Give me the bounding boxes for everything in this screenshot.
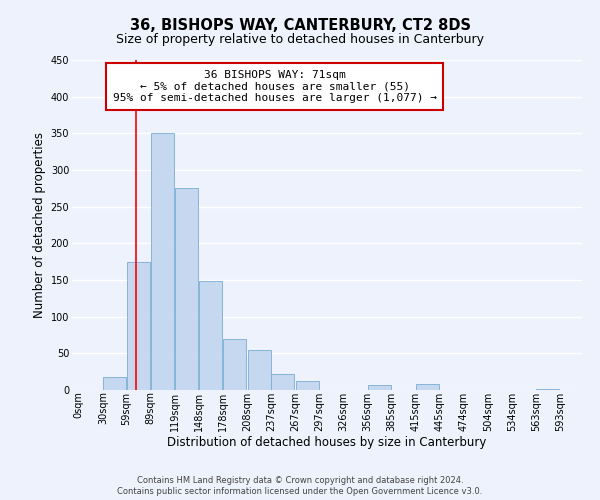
Text: Contains public sector information licensed under the Open Government Licence v3: Contains public sector information licen… xyxy=(118,487,482,496)
Text: 36, BISHOPS WAY, CANTERBURY, CT2 8DS: 36, BISHOPS WAY, CANTERBURY, CT2 8DS xyxy=(130,18,470,32)
Bar xyxy=(223,338,246,390)
Bar xyxy=(175,188,199,390)
Bar xyxy=(536,388,559,390)
Y-axis label: Number of detached properties: Number of detached properties xyxy=(34,132,46,318)
X-axis label: Distribution of detached houses by size in Canterbury: Distribution of detached houses by size … xyxy=(167,436,487,450)
Bar xyxy=(248,350,271,390)
Bar xyxy=(127,262,149,390)
Text: 36 BISHOPS WAY: 71sqm
← 5% of detached houses are smaller (55)
95% of semi-detac: 36 BISHOPS WAY: 71sqm ← 5% of detached h… xyxy=(113,70,437,103)
Bar xyxy=(151,134,174,390)
Bar xyxy=(368,385,391,390)
Bar xyxy=(199,282,222,390)
Text: Size of property relative to detached houses in Canterbury: Size of property relative to detached ho… xyxy=(116,32,484,46)
Bar xyxy=(296,381,319,390)
Bar xyxy=(103,377,126,390)
Text: Contains HM Land Registry data © Crown copyright and database right 2024.: Contains HM Land Registry data © Crown c… xyxy=(137,476,463,485)
Bar xyxy=(416,384,439,390)
Bar xyxy=(271,374,294,390)
